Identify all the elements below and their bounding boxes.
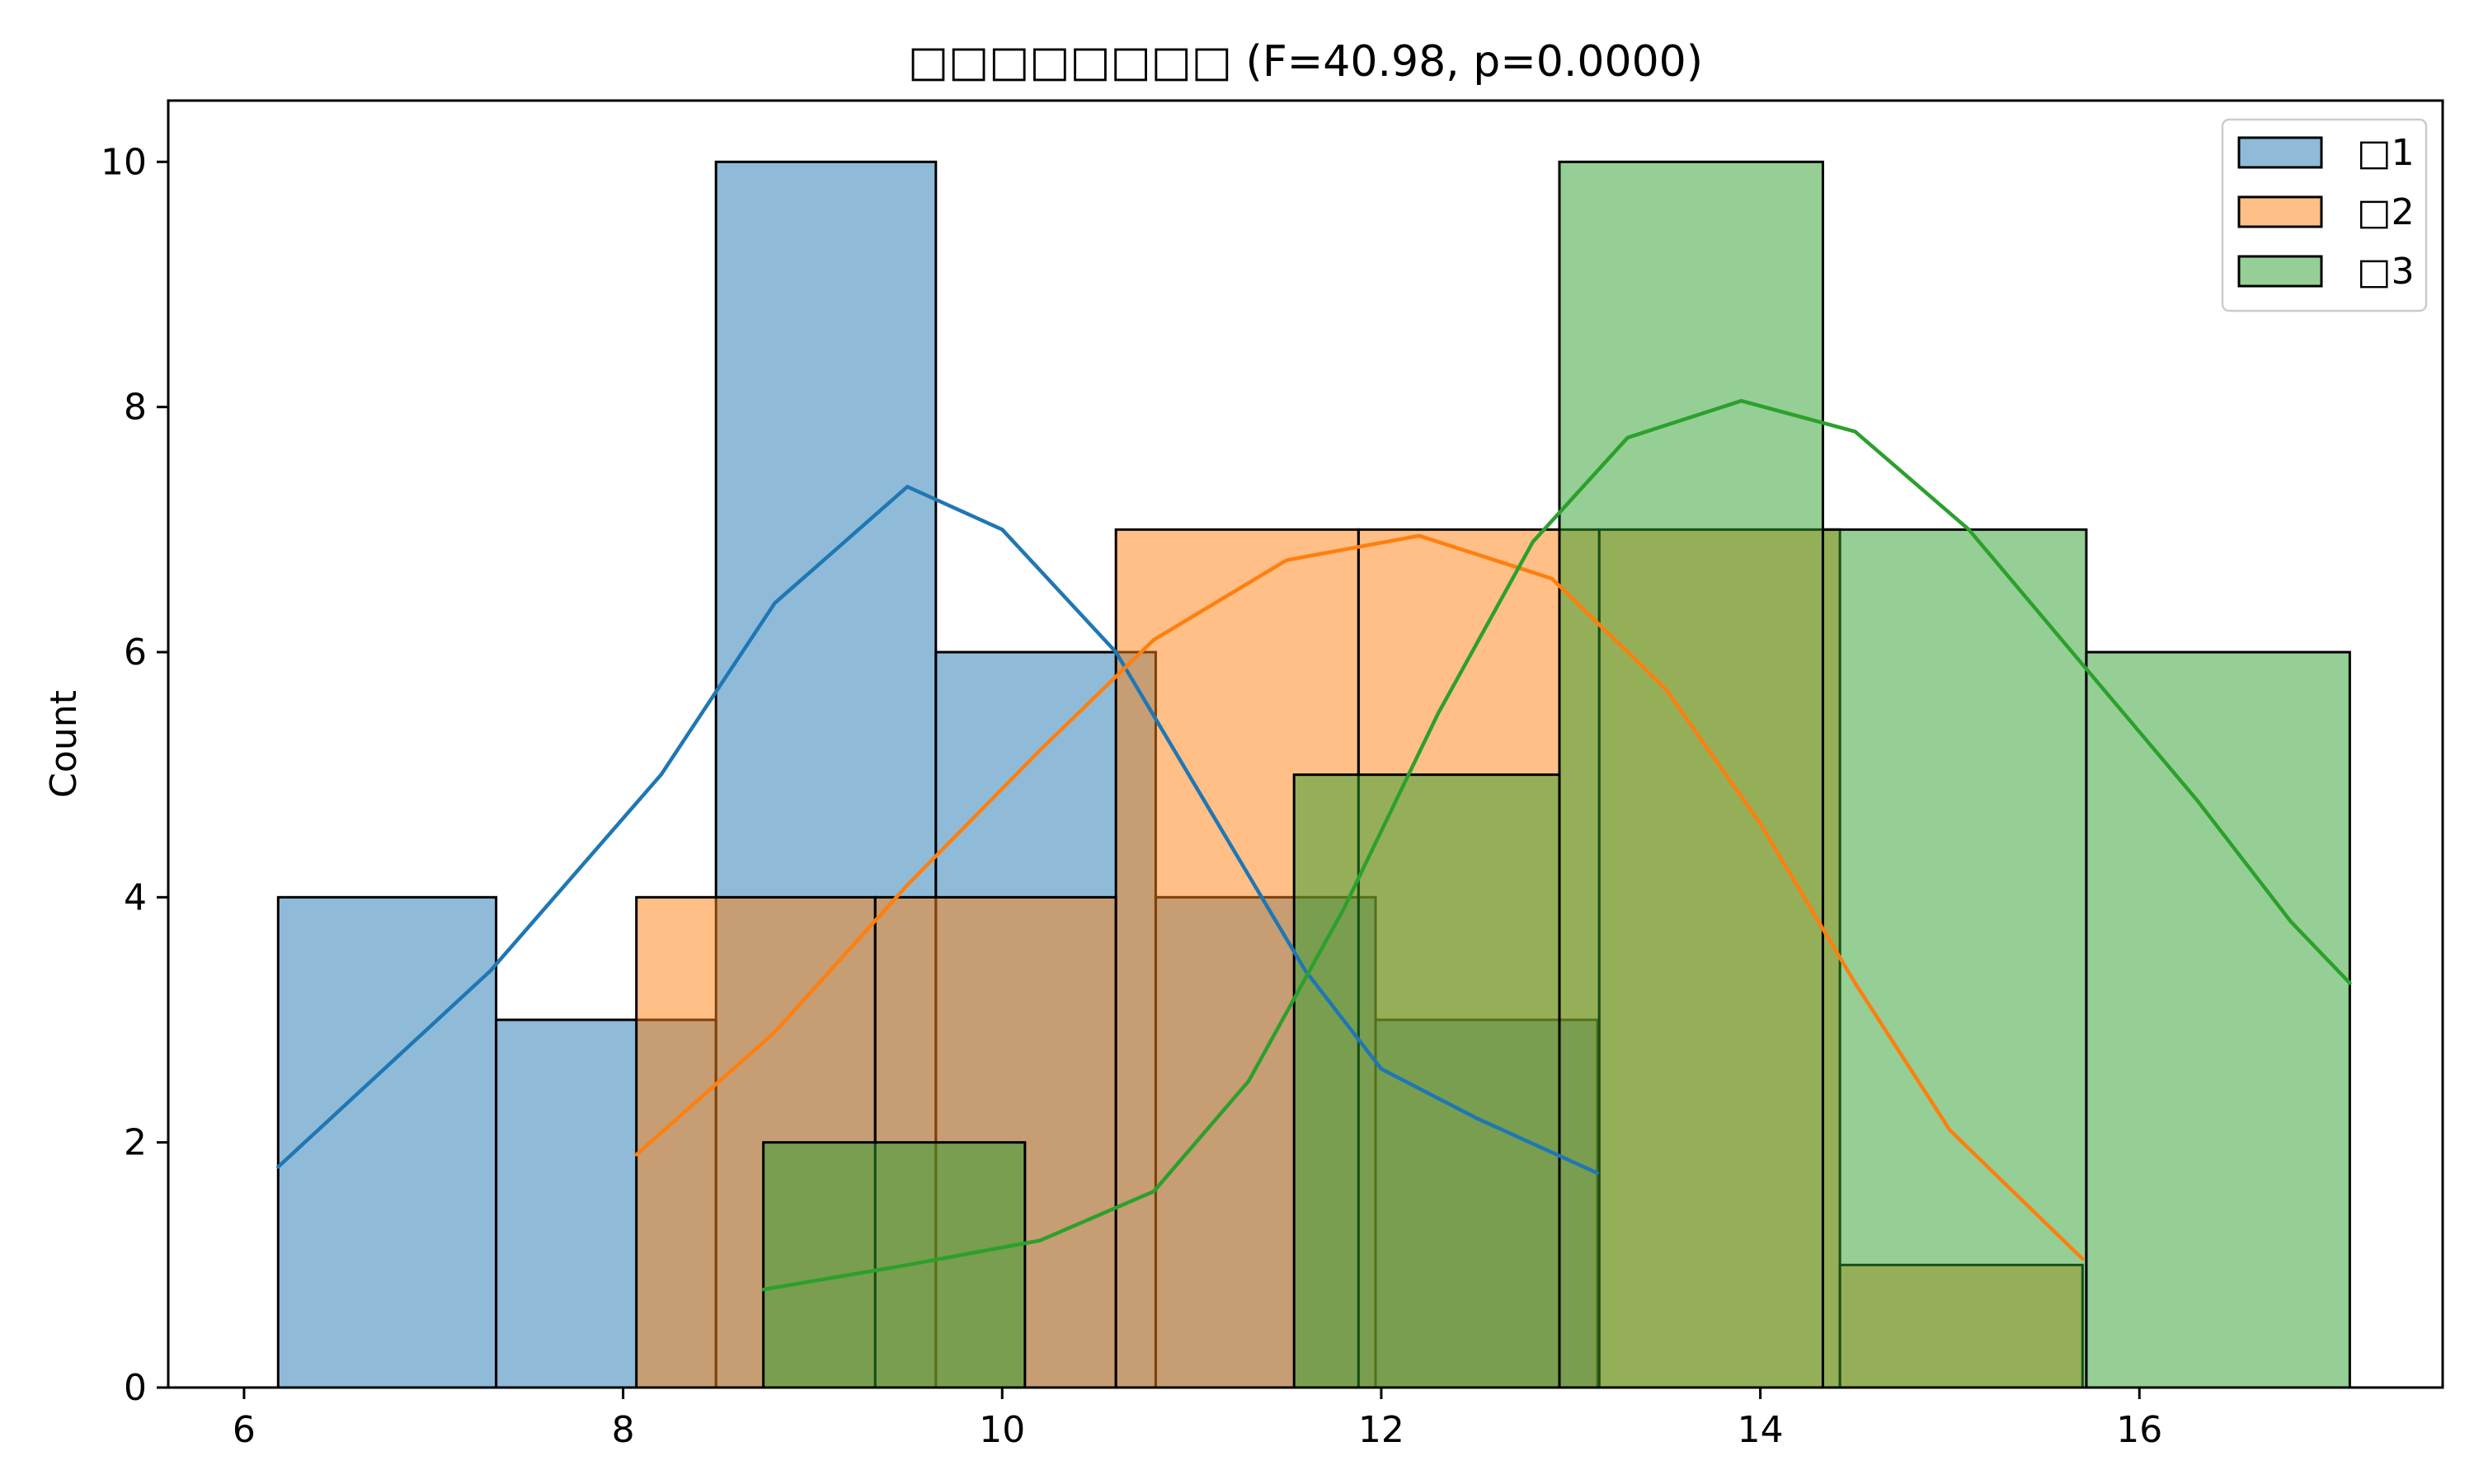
- x-tick-label: 16: [2116, 1409, 2162, 1451]
- x-tick-label: 14: [1738, 1409, 1784, 1451]
- y-tick-label: 4: [124, 876, 147, 918]
- chart-title: □□□□□□□□ (F=40.98, p=0.0000): [908, 37, 1703, 87]
- y-tick-label: 8: [124, 387, 147, 429]
- x-axis: 6 8 10 12 14 16: [233, 1388, 2162, 1451]
- x-tick-label: 12: [1358, 1409, 1404, 1451]
- histogram-bar-series-3-bin-4: [1558, 160, 1824, 1389]
- y-tick-label: 2: [124, 1122, 147, 1164]
- legend: □1 □2 □3: [2221, 118, 2428, 312]
- histogram-bar-series-3-bin-1: [762, 1141, 1027, 1389]
- bars-layer: [276, 160, 2351, 1389]
- legend-swatch: [2237, 136, 2323, 169]
- y-axis: 0 2 4 6 8 10: [101, 141, 168, 1409]
- kde-layer: [276, 398, 2352, 1292]
- kde-line-series-3: [761, 398, 2352, 1292]
- legend-label: □3: [2357, 251, 2415, 293]
- legend-swatch: [2237, 255, 2323, 288]
- kde-line-series-2: [634, 533, 2085, 1261]
- y-tick-label: 10: [101, 141, 147, 183]
- x-tick-label: 8: [612, 1409, 635, 1451]
- histogram-bar-series-3-bin-5: [1821, 528, 2088, 1389]
- legend-label: □1: [2357, 132, 2415, 174]
- legend-label: □2: [2357, 191, 2415, 233]
- x-tick-label: 10: [979, 1409, 1025, 1451]
- kde-line-series-1: [276, 485, 1600, 1176]
- y-tick-label: 6: [124, 632, 147, 674]
- histogram-bar-series-3-bin-3: [1292, 773, 1561, 1389]
- x-tick-label: 6: [233, 1409, 256, 1451]
- histogram-bar-series-1-bin-1: [276, 895, 498, 1389]
- plot-frame: [167, 99, 2444, 1389]
- legend-swatch: [2237, 195, 2323, 228]
- y-tick-label: 0: [124, 1367, 147, 1409]
- y-axis-label: Count: [43, 690, 85, 798]
- histogram-bar-series-3-bin-6: [2085, 650, 2351, 1389]
